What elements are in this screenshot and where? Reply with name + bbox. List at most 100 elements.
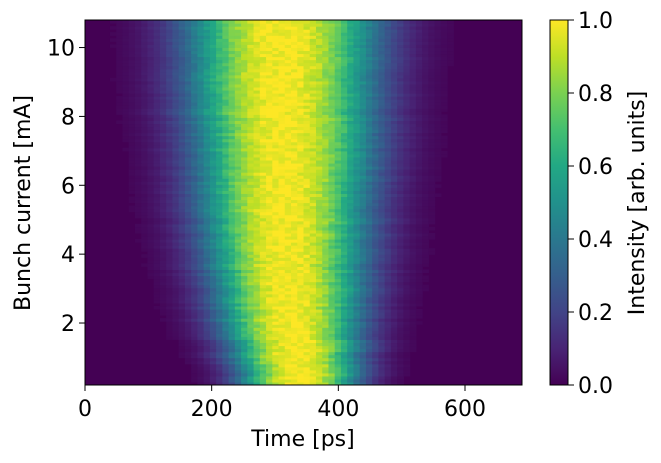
heatmap-cell bbox=[266, 156, 273, 161]
heatmap-cell bbox=[141, 71, 149, 76]
heatmap-cell bbox=[309, 366, 317, 371]
heatmap-cell bbox=[247, 290, 255, 295]
heatmap-cell bbox=[134, 190, 142, 194]
heatmap-cell bbox=[178, 74, 186, 79]
heatmap-cell bbox=[291, 296, 298, 301]
heatmap-cell bbox=[284, 111, 292, 115]
heatmap-row bbox=[116, 65, 448, 70]
heatmap-cell bbox=[253, 378, 261, 383]
heatmap-cell bbox=[291, 105, 298, 109]
heatmap-cell bbox=[384, 156, 392, 161]
heatmap-cell bbox=[322, 312, 330, 316]
heatmap-cell bbox=[172, 293, 180, 298]
heatmap-cell bbox=[122, 120, 130, 125]
heatmap-cell bbox=[184, 299, 192, 304]
heatmap-cell bbox=[278, 345, 286, 350]
heatmap-cell bbox=[222, 248, 230, 252]
heatmap-cell bbox=[422, 114, 429, 118]
heatmap-cell bbox=[272, 211, 280, 216]
heatmap-cell bbox=[422, 178, 429, 182]
heatmap-cell bbox=[384, 284, 392, 289]
heatmap-cell bbox=[191, 330, 198, 334]
heatmap-cell bbox=[147, 202, 155, 207]
heatmap-cell bbox=[315, 336, 323, 340]
heatmap-cell bbox=[415, 159, 423, 164]
heatmap-cell bbox=[128, 123, 136, 128]
heatmap-cell bbox=[234, 89, 242, 94]
heatmap-cell bbox=[303, 336, 311, 340]
heatmap-cell bbox=[278, 318, 286, 322]
heatmap-cell bbox=[328, 68, 336, 73]
heatmap-cell bbox=[116, 111, 124, 115]
heatmap-cell bbox=[278, 257, 286, 261]
heatmap-cell bbox=[378, 284, 386, 289]
heatmap-cell bbox=[147, 248, 155, 252]
heatmap-cell bbox=[309, 138, 317, 143]
heatmap-cell bbox=[353, 260, 361, 264]
heatmap-cell bbox=[397, 93, 404, 97]
heatmap-cell bbox=[272, 117, 280, 121]
heatmap-cell bbox=[178, 166, 186, 170]
heatmap-cell bbox=[203, 363, 211, 368]
heatmap-cell bbox=[434, 105, 442, 109]
heatmap-cell bbox=[297, 80, 305, 85]
heatmap-cell bbox=[359, 275, 367, 280]
heatmap-cell bbox=[172, 65, 180, 70]
heatmap-cell bbox=[303, 156, 311, 161]
heatmap-cell bbox=[191, 96, 198, 100]
heatmap-cell bbox=[359, 242, 367, 246]
heatmap-cell bbox=[266, 169, 273, 173]
heatmap-cell bbox=[434, 117, 442, 121]
heatmap-cell bbox=[278, 150, 286, 155]
heatmap-cell bbox=[253, 159, 261, 164]
heatmap-cell bbox=[309, 150, 317, 155]
heatmap-cell bbox=[347, 74, 355, 79]
heatmap-cell bbox=[278, 89, 286, 94]
heatmap-cell bbox=[372, 205, 380, 210]
heatmap-cell bbox=[197, 281, 205, 286]
heatmap-cell bbox=[272, 162, 280, 167]
heatmap-cell bbox=[278, 129, 286, 134]
heatmap-cell bbox=[203, 208, 211, 213]
heatmap-row bbox=[116, 105, 448, 109]
heatmap-cell bbox=[403, 257, 411, 261]
heatmap-cell bbox=[291, 96, 298, 100]
heatmap-cell bbox=[222, 342, 230, 347]
heatmap-row bbox=[191, 378, 404, 383]
heatmap-row bbox=[178, 345, 417, 350]
heatmap-cell bbox=[147, 235, 155, 240]
heatmap-cell bbox=[328, 117, 336, 121]
heatmap-cell bbox=[272, 80, 280, 85]
heatmap-cell bbox=[147, 156, 155, 161]
heatmap-cell bbox=[159, 178, 167, 182]
heatmap-cell bbox=[397, 232, 404, 237]
heatmap-cell bbox=[359, 360, 367, 365]
heatmap-cell bbox=[291, 345, 298, 350]
heatmap-cell bbox=[253, 86, 261, 91]
heatmap-cell bbox=[141, 93, 149, 97]
heatmap-cell bbox=[222, 351, 230, 356]
heatmap-cell bbox=[372, 269, 380, 274]
heatmap-cell bbox=[203, 315, 211, 319]
heatmap-cell bbox=[266, 138, 273, 143]
heatmap-cell bbox=[322, 248, 330, 252]
heatmap-cell bbox=[184, 93, 192, 97]
heatmap-cell bbox=[372, 263, 380, 267]
heatmap-cell bbox=[378, 111, 386, 115]
heatmap-cell bbox=[353, 366, 361, 371]
heatmap-cell bbox=[141, 223, 149, 228]
heatmap-cell bbox=[178, 239, 186, 243]
heatmap-cell bbox=[228, 153, 236, 158]
heatmap-cell bbox=[197, 312, 205, 316]
heatmap-cell bbox=[403, 266, 411, 271]
heatmap-cell bbox=[297, 205, 305, 210]
heatmap-cell bbox=[440, 153, 448, 158]
heatmap-row bbox=[147, 260, 429, 264]
heatmap-cell bbox=[309, 71, 317, 76]
heatmap-cell bbox=[134, 169, 142, 173]
heatmap-cell bbox=[334, 339, 342, 344]
heatmap-cell bbox=[128, 190, 136, 194]
heatmap-cell bbox=[222, 375, 230, 380]
heatmap-cell bbox=[234, 366, 242, 371]
heatmap-cell bbox=[272, 202, 280, 207]
